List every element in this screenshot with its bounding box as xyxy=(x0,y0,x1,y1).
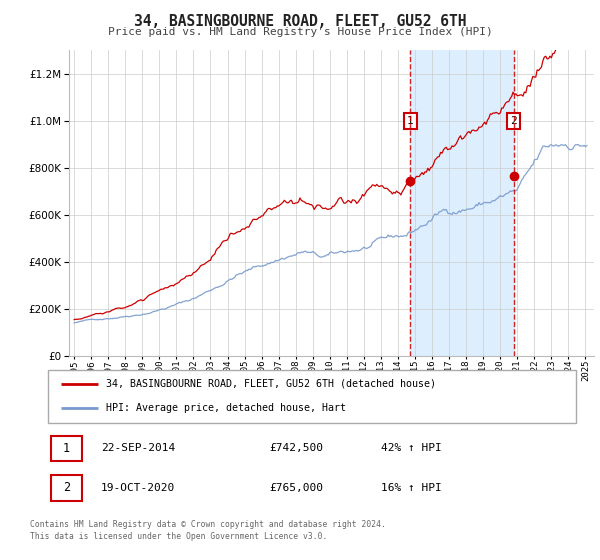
Text: 42% ↑ HPI: 42% ↑ HPI xyxy=(380,444,442,454)
Text: £742,500: £742,500 xyxy=(270,444,324,454)
Text: 22-SEP-2014: 22-SEP-2014 xyxy=(101,444,175,454)
Text: £765,000: £765,000 xyxy=(270,483,324,493)
Text: Price paid vs. HM Land Registry's House Price Index (HPI): Price paid vs. HM Land Registry's House … xyxy=(107,27,493,37)
Text: 34, BASINGBOURNE ROAD, FLEET, GU52 6TH: 34, BASINGBOURNE ROAD, FLEET, GU52 6TH xyxy=(134,14,466,29)
Text: 16% ↑ HPI: 16% ↑ HPI xyxy=(380,483,442,493)
Text: HPI: Average price, detached house, Hart: HPI: Average price, detached house, Hart xyxy=(106,403,346,413)
Text: 19-OCT-2020: 19-OCT-2020 xyxy=(101,483,175,493)
Text: 2: 2 xyxy=(511,116,517,126)
FancyBboxPatch shape xyxy=(48,370,576,423)
Bar xyxy=(410,50,514,356)
Text: 1: 1 xyxy=(407,116,413,126)
Text: 34, BASINGBOURNE ROAD, FLEET, GU52 6TH (detached house): 34, BASINGBOURNE ROAD, FLEET, GU52 6TH (… xyxy=(106,379,436,389)
Text: Contains HM Land Registry data © Crown copyright and database right 2024.: Contains HM Land Registry data © Crown c… xyxy=(30,520,386,529)
Text: 1: 1 xyxy=(63,442,70,455)
Text: 2: 2 xyxy=(63,481,70,494)
Text: This data is licensed under the Open Government Licence v3.0.: This data is licensed under the Open Gov… xyxy=(30,532,328,541)
FancyBboxPatch shape xyxy=(50,475,82,501)
FancyBboxPatch shape xyxy=(50,436,82,461)
